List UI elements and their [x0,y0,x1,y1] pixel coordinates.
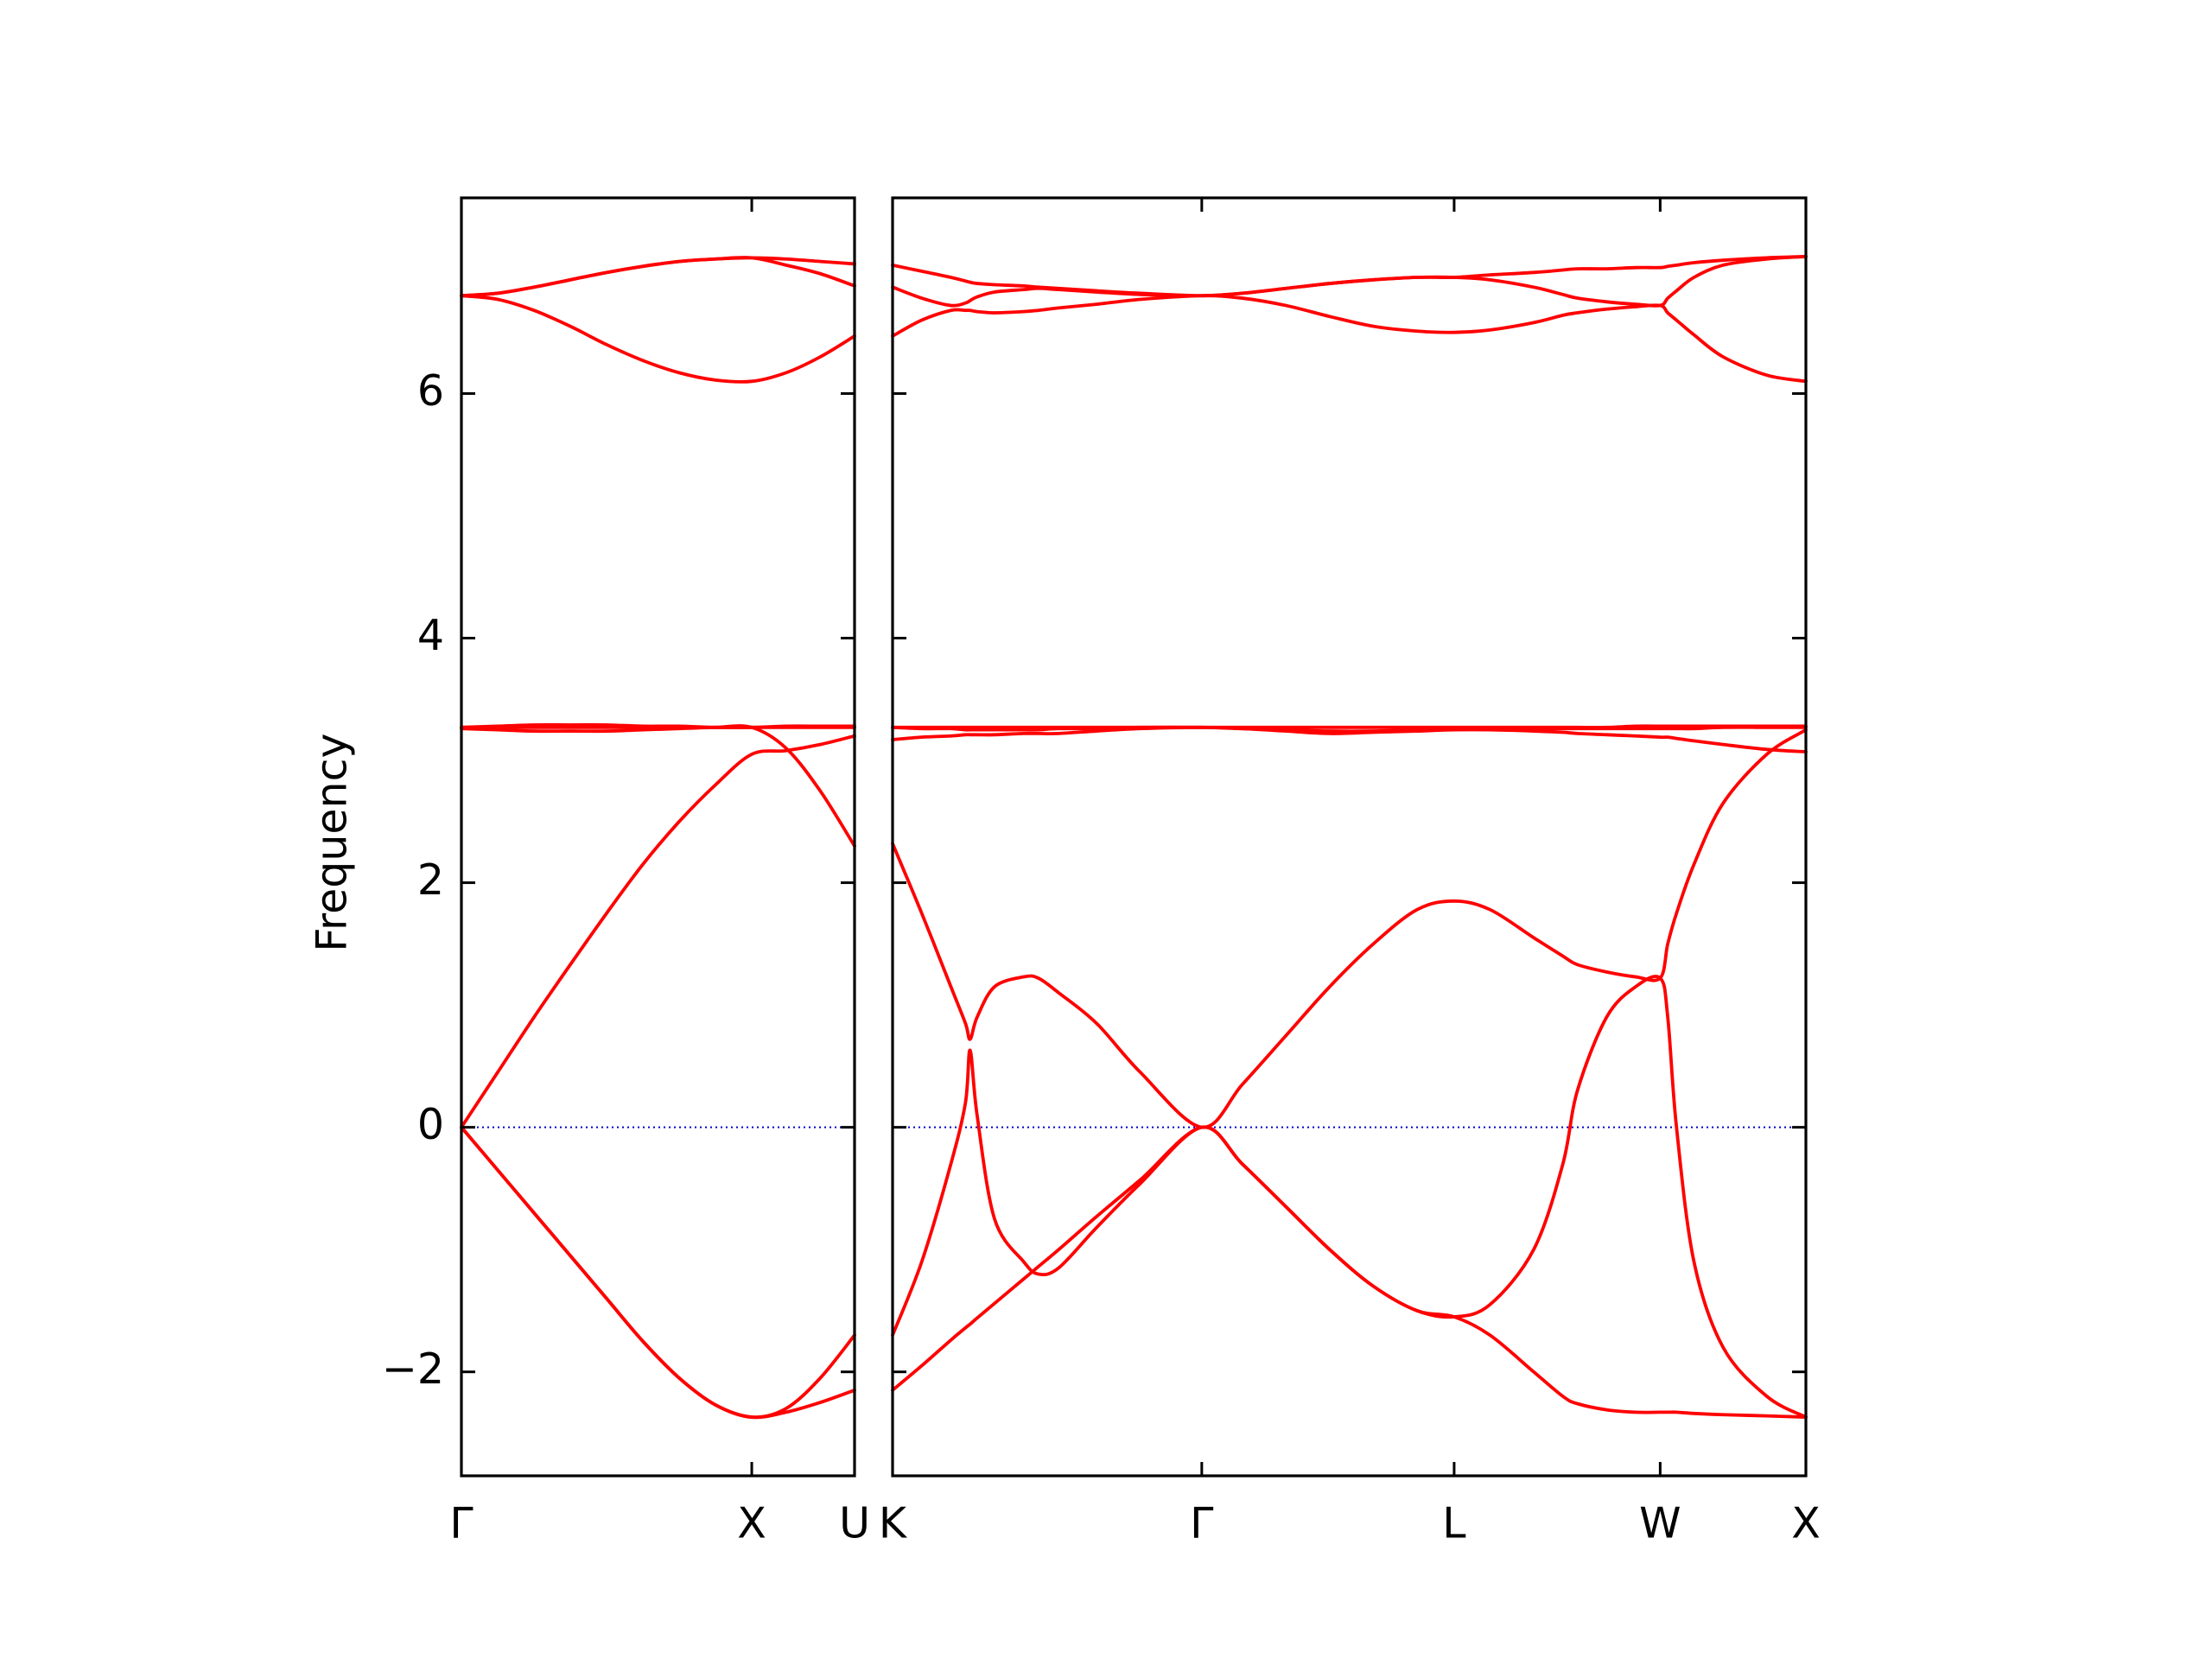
y-tick-label: −2 [382,1344,444,1394]
x-tick-label: X [737,1499,766,1548]
y-tick-label: 0 [417,1100,444,1149]
band-line [891,1125,1808,1419]
x-tick-label: Γ [449,1499,474,1548]
x-tick-label: K [879,1499,908,1548]
y-tick-label: 4 [417,611,444,660]
x-tick-label: W [1639,1499,1681,1548]
y-tick-label: 2 [417,855,444,905]
y-tick-label: 6 [417,366,444,416]
band-line [891,725,1808,754]
band-line [891,255,1808,298]
band-line [460,256,856,298]
x-tick-label: Γ [1190,1499,1214,1548]
band-line [460,294,856,384]
y-axis-label: Frequency [308,733,357,951]
band-line [891,728,1808,1129]
band-line [891,975,1808,1419]
x-tick-label: U [839,1499,870,1548]
band-line [891,725,1808,734]
band-line [460,1125,856,1420]
plot-frame [891,196,1808,1478]
band-line [460,722,856,729]
band-line [460,734,856,1129]
x-tick-label: L [1442,1499,1466,1548]
band-line [460,724,856,849]
plot-frame [460,196,856,1478]
x-tick-label: X [1791,1499,1821,1548]
band-line [891,294,1808,384]
band-line [460,1125,856,1420]
band-line [891,724,1808,729]
